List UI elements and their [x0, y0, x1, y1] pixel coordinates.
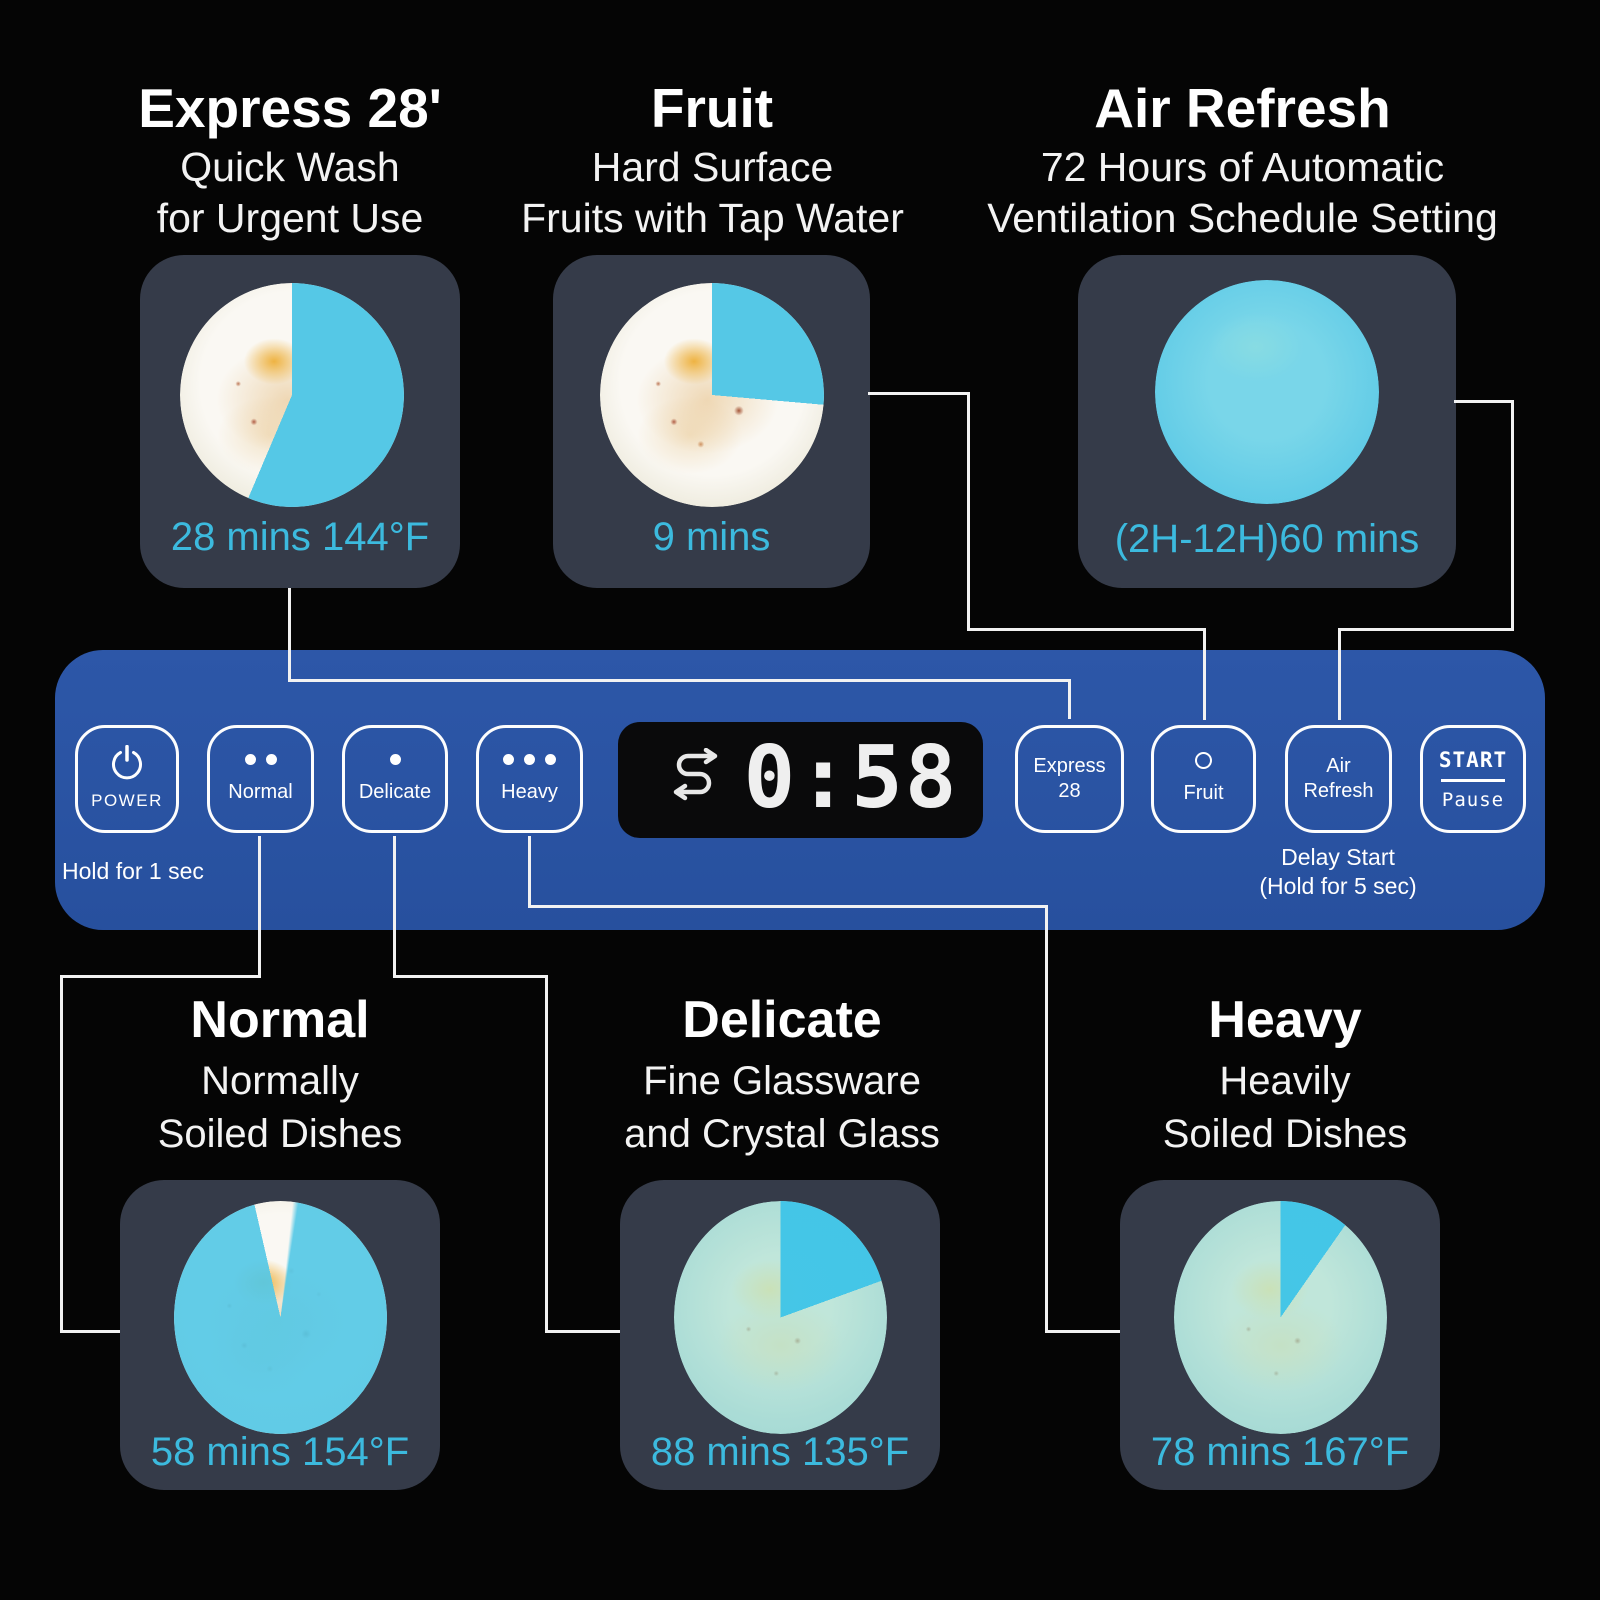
start-label: START: [1438, 747, 1508, 772]
delay-start-hint: Delay Start (Hold for 5 sec): [1259, 844, 1417, 899]
air-refresh-duration: (2H-12H)60 mins: [1114, 517, 1420, 561]
connector-delicate: [393, 975, 548, 978]
air-refresh-label-line2: Refresh: [1303, 780, 1374, 802]
connector-heavy: [528, 836, 531, 908]
air-refresh-subtitle: 72 Hours of Automatic Ventilation Schedul…: [987, 144, 1498, 241]
delicate-button-label: Delicate: [358, 780, 432, 803]
normal-button-label: Normal: [228, 780, 293, 803]
fruit-plate-image: [600, 283, 824, 507]
connector-fruit: [967, 628, 1206, 631]
connector-fruit: [967, 392, 970, 630]
progress-pie: [1174, 1201, 1387, 1434]
normal-plate-image: [174, 1201, 387, 1434]
connector-express: [288, 588, 291, 682]
connector-heavy: [1045, 905, 1048, 1333]
express-28-label-line2: 28: [1058, 780, 1081, 802]
connector-normal: [60, 975, 261, 978]
fruit-button-label: Fruit: [1183, 782, 1224, 804]
express-title: Express 28': [138, 77, 442, 139]
progress-pie: [674, 1201, 887, 1434]
connector-delicate: [545, 975, 548, 1333]
clean-plate: [1155, 280, 1379, 504]
connector-express: [288, 679, 1071, 682]
start-underline: [1441, 778, 1505, 782]
power-button[interactable]: POWER: [75, 725, 179, 833]
connector-normal: [60, 975, 63, 1333]
connector-heavy: [528, 905, 1048, 908]
connector-delicate: [545, 1330, 622, 1333]
heavy-button-label: Heavy: [501, 780, 558, 803]
heavy-mode-button[interactable]: Heavy: [476, 725, 583, 833]
progress-pie: [174, 1201, 387, 1434]
pause-label: Pause: [1441, 788, 1505, 811]
delicate-subtitle: Fine Glassware and Crystal Glass: [624, 1059, 940, 1156]
three-dots-icon: [498, 753, 561, 765]
remaining-time-readout: 0:58: [743, 728, 959, 828]
normal-duration: 58 mins 154°F: [150, 1430, 410, 1474]
two-dots-icon: [240, 753, 282, 765]
normal-title: Normal: [190, 991, 370, 1049]
heavy-duration: 78 mins 167°F: [1150, 1430, 1410, 1474]
connector-air-refresh: [1338, 628, 1341, 720]
air-refresh-button[interactable]: Air Refresh: [1285, 725, 1392, 833]
connector-heavy: [1045, 1330, 1122, 1333]
connector-air-refresh: [1338, 628, 1514, 631]
fruit-title: Fruit: [650, 77, 774, 139]
one-dot-icon: [385, 753, 406, 765]
power-icon: [105, 744, 149, 786]
connector-express: [1068, 679, 1071, 719]
progress-pie: [600, 283, 824, 507]
fruit-subtitle: Hard Surface Fruits with Tap Water: [521, 144, 904, 241]
delicate-mode-button[interactable]: Delicate: [342, 725, 448, 833]
delicate-title: Delicate: [682, 991, 882, 1049]
express-subtitle: Quick Wash for Urgent Use: [156, 144, 424, 241]
delicate-plate-image: [674, 1201, 887, 1434]
connector-normal: [60, 1330, 122, 1333]
air-refresh-label-line1: Air: [1326, 755, 1351, 777]
connector-air-refresh: [1511, 400, 1514, 631]
power-label: POWER: [91, 791, 163, 810]
air-refresh-plate-image: [1155, 280, 1379, 504]
heavy-plate-image: [1174, 1201, 1387, 1434]
fruit-button[interactable]: Fruit: [1151, 725, 1256, 833]
connector-normal: [258, 836, 261, 978]
time-display: 0:58: [618, 722, 983, 838]
start-pause-button[interactable]: START Pause: [1420, 725, 1526, 833]
power-hold-hint: Hold for 1 sec: [62, 858, 204, 884]
s-arrow-delay-icon: [670, 747, 720, 809]
express-28-label-line1: Express: [1033, 755, 1106, 777]
heavy-subtitle: Heavily Soiled Dishes: [1162, 1059, 1408, 1156]
express-duration: 28 mins 144°F: [170, 515, 430, 559]
progress-pie: [180, 283, 404, 507]
heavy-title: Heavy: [1208, 991, 1362, 1049]
connector-delicate: [393, 836, 396, 978]
normal-subtitle: Normally Soiled Dishes: [157, 1059, 403, 1156]
express-plate-image: [180, 283, 404, 507]
connector-fruit: [868, 392, 970, 395]
normal-mode-button[interactable]: Normal: [207, 725, 314, 833]
connector-fruit: [1203, 628, 1206, 720]
connector-air-refresh: [1454, 400, 1514, 403]
delicate-duration: 88 mins 135°F: [650, 1430, 910, 1474]
express-28-button[interactable]: Express 28: [1015, 725, 1124, 833]
circle-icon: [1195, 752, 1212, 769]
air-refresh-title: Air Refresh: [1094, 77, 1391, 139]
fruit-duration: 9 mins: [652, 515, 771, 559]
